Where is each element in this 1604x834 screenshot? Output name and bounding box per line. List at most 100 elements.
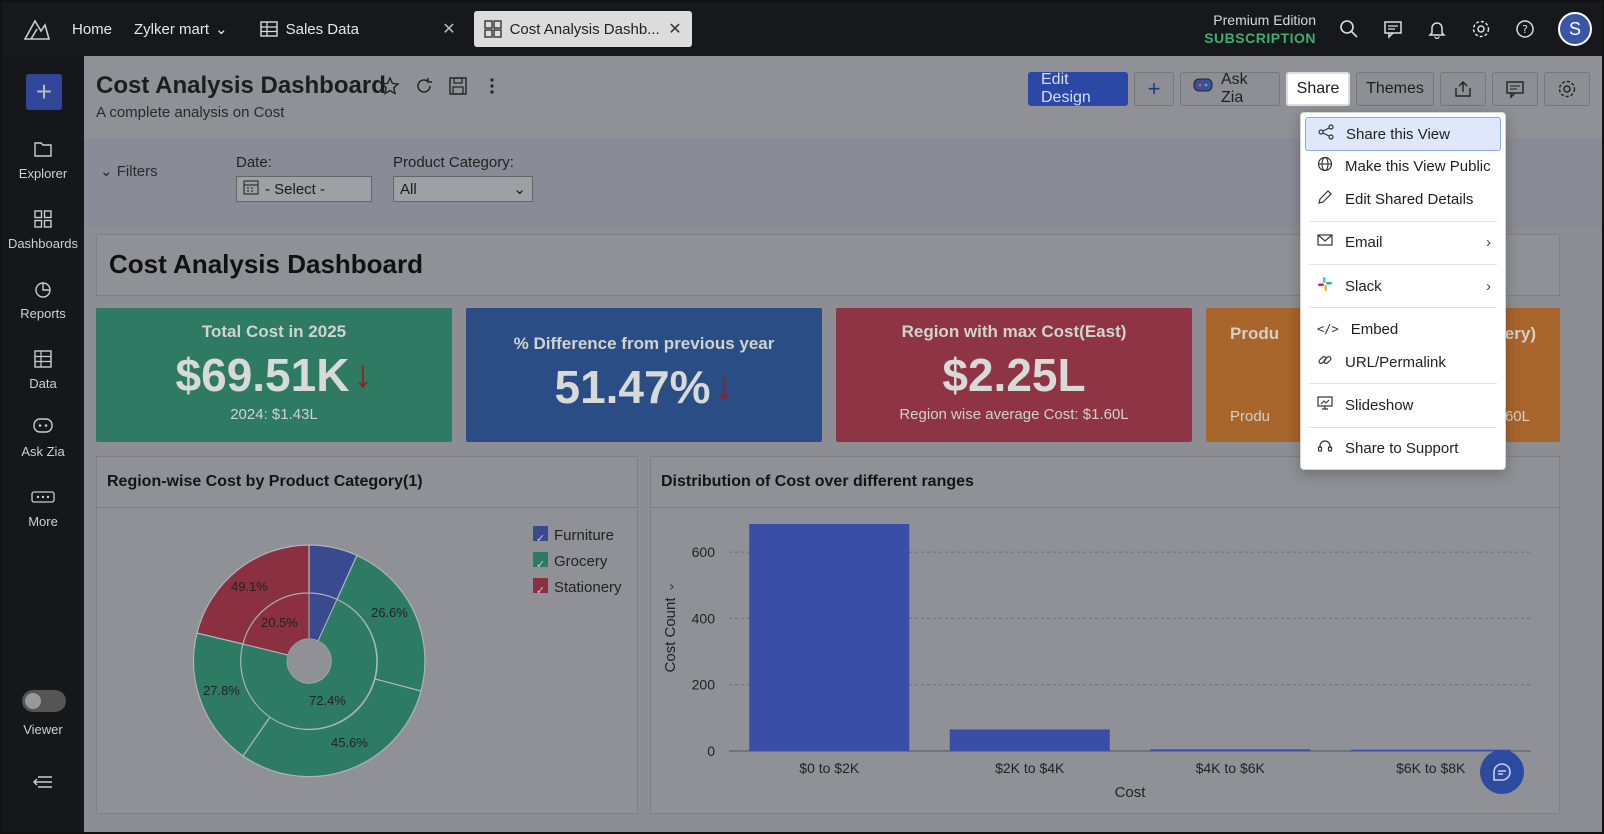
top-bar: Home Zylker mart ⌄ Sales Data ✕ Cost Ana… (2, 2, 1602, 56)
chart-title: Region-wise Cost by Product Category(1) (107, 473, 423, 490)
zia-icon (1193, 78, 1213, 101)
y-tick-label: 200 (692, 677, 716, 693)
share-dropdown-menu: Share this View Make this View Public Ed… (1300, 112, 1506, 470)
workspace-label: Zylker mart (134, 20, 210, 38)
export-icon[interactable] (1440, 72, 1486, 106)
filters-toggle[interactable]: ⌄ Filters (100, 163, 158, 180)
edition-info[interactable]: Premium Edition SUBSCRIPTION (1204, 11, 1316, 47)
link-icon (1317, 352, 1333, 372)
close-icon[interactable]: ✕ (668, 21, 682, 38)
save-icon[interactable] (448, 76, 468, 101)
date-filter-input[interactable]: - Select - (236, 176, 372, 202)
pie-center-hole (287, 639, 331, 683)
legend-label: Stationery (554, 579, 622, 596)
legend-item-furniture[interactable]: ✓ Furniture (533, 523, 622, 549)
chat-support-button[interactable] (1480, 750, 1524, 794)
menu-item-make-public[interactable]: Make this View Public (1305, 149, 1501, 183)
create-new-button[interactable]: + (26, 74, 62, 110)
menu-divider (1309, 307, 1497, 308)
refresh-icon[interactable] (414, 76, 434, 101)
viewer-toggle[interactable] (22, 690, 66, 712)
tab-label: Sales Data (285, 20, 359, 38)
sidebar-item-label: Reports (20, 306, 66, 321)
dashboard-heading: Cost Analysis Dashboard (109, 249, 424, 279)
bar[interactable] (949, 729, 1110, 751)
share-button[interactable]: Share (1286, 72, 1350, 106)
tab-sales-data[interactable]: Sales Data ✕ (250, 11, 466, 47)
y-tick-label: 0 (707, 743, 715, 759)
settings-icon[interactable] (1544, 72, 1590, 106)
kpi-title: Region with max Cost(East) (901, 322, 1127, 341)
more-icon (2, 484, 84, 510)
tab-cost-analysis[interactable]: Cost Analysis Dashb... ✕ (473, 11, 692, 47)
help-icon[interactable]: ? (1514, 18, 1536, 40)
comments-icon[interactable] (1382, 18, 1404, 40)
ask-zia-button[interactable]: Ask Zia (1180, 71, 1280, 106)
kpi-title: % Difference from previous year (513, 334, 775, 353)
menu-item-label: Edit Shared Details (1345, 190, 1474, 208)
pie-chart-svg: 49.1% 20.5% 26.6% 27.8% 72.4% 45.6% (192, 544, 426, 778)
menu-item-slack[interactable]: Slack › (1305, 269, 1501, 303)
category-filter-select[interactable]: All ⌄ (393, 176, 533, 202)
code-icon: </> (1317, 322, 1339, 336)
bar[interactable] (1150, 749, 1311, 751)
sidebar-item-explorer[interactable]: Explorer (2, 136, 84, 181)
sidebar-item-label: Explorer (18, 166, 68, 181)
sidebar-item-label: Ask Zia (21, 444, 65, 459)
add-button[interactable]: + (1134, 72, 1174, 106)
kpi-percent-difference[interactable]: % Difference from previous year 51.47% ↓ (466, 308, 822, 442)
sidebar-item-reports[interactable]: Reports (2, 276, 84, 321)
chevron-right-icon[interactable]: › (669, 579, 675, 595)
divider (651, 507, 1559, 508)
kpi-region-max-cost[interactable]: Region with max Cost(East) $2.25L Region… (836, 308, 1192, 442)
pie-legend: ✓ Furniture ✓ Grocery ✓ Stationery (533, 523, 622, 601)
sidebar-item-dashboards[interactable]: Dashboards (2, 206, 84, 251)
support-icon (1317, 438, 1333, 458)
menu-item-email[interactable]: Email › (1305, 225, 1501, 259)
menu-item-share-this-view[interactable]: Share this View (1305, 117, 1501, 151)
menu-divider (1309, 221, 1497, 222)
subscription-label: SUBSCRIPTION (1204, 30, 1316, 46)
menu-divider (1309, 383, 1497, 384)
close-icon[interactable]: ✕ (442, 21, 456, 38)
home-link[interactable]: Home (72, 20, 113, 38)
avatar[interactable]: S (1558, 12, 1592, 46)
kpi-total-cost[interactable]: Total Cost in 2025 $69.51K ↓ 2024: $1.43L (96, 308, 452, 442)
menu-item-slideshow[interactable]: Slideshow (1305, 388, 1501, 422)
checkbox-icon: ✓ (533, 552, 548, 571)
dashboard-header: Cost Analysis Dashboard A complete analy… (84, 56, 1602, 138)
sidebar-item-more[interactable]: More (2, 484, 84, 529)
chevron-right-icon: › (1486, 277, 1491, 295)
svg-text:?: ? (1522, 23, 1528, 36)
kpi-sub: Region wise average Cost: $1.60L (899, 406, 1129, 423)
menu-item-embed[interactable]: </> Embed (1305, 312, 1501, 346)
themes-button[interactable]: Themes (1356, 72, 1434, 106)
comments-icon[interactable] (1492, 72, 1538, 106)
legend-item-stationery[interactable]: ✓ Stationery (533, 575, 622, 601)
collapse-sidebar-icon[interactable] (2, 774, 84, 793)
menu-item-edit-shared-details[interactable]: Edit Shared Details (1305, 182, 1501, 216)
pie-label: 27.8% (203, 683, 240, 698)
edition-label: Premium Edition (1213, 12, 1316, 28)
edit-design-button[interactable]: Edit Design (1028, 71, 1128, 106)
bar[interactable] (749, 523, 910, 751)
pie-label: 72.4% (309, 693, 346, 708)
kpi-value: $2.25L (836, 348, 1192, 402)
sidebar-item-data[interactable]: Data (2, 346, 84, 391)
search-icon[interactable] (1338, 18, 1360, 40)
pie-chart-card: Region-wise Cost by Product Category(1) (96, 456, 638, 814)
date-filter-label: Date: (236, 154, 272, 171)
menu-item-url-permalink[interactable]: URL/Permalink (1305, 345, 1501, 379)
legend-label: Furniture (554, 527, 615, 544)
chevron-down-icon: ⌄ (215, 21, 228, 38)
gear-icon[interactable] (1470, 18, 1492, 40)
bell-icon[interactable] (1426, 18, 1448, 40)
bar[interactable] (1350, 749, 1511, 752)
workspace-dropdown[interactable]: Zylker mart ⌄ (134, 20, 228, 39)
sidebar-item-ask-zia[interactable]: Ask Zia (2, 414, 84, 459)
menu-item-share-to-support[interactable]: Share to Support (1305, 431, 1501, 465)
app-logo-icon[interactable] (2, 2, 72, 56)
more-options-icon[interactable] (482, 76, 502, 101)
legend-item-grocery[interactable]: ✓ Grocery (533, 549, 622, 575)
star-icon[interactable] (380, 76, 400, 101)
